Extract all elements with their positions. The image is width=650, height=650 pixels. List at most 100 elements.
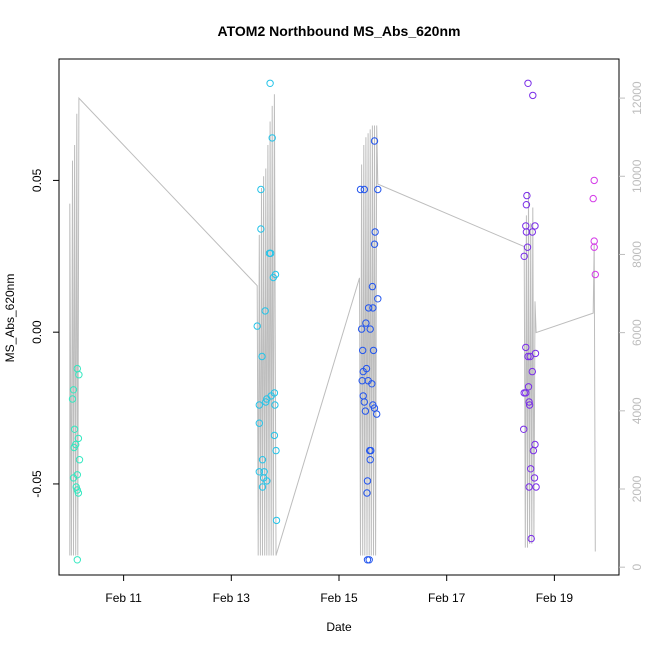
data-point xyxy=(524,79,532,88)
data-point xyxy=(266,249,275,258)
scatter-points-layer xyxy=(68,79,599,564)
data-point xyxy=(520,425,528,433)
data-point xyxy=(531,222,539,230)
data-point xyxy=(68,395,77,403)
x-tick-label: Feb 13 xyxy=(213,591,251,605)
data-point xyxy=(364,304,373,312)
data-point xyxy=(75,456,84,464)
data-point xyxy=(356,185,365,194)
data-point xyxy=(523,191,531,200)
y2-tick-label: 4000 xyxy=(630,397,644,424)
data-point xyxy=(371,228,379,236)
y2-tick-label: 0 xyxy=(630,564,644,571)
data-point xyxy=(255,401,263,409)
data-point xyxy=(531,440,539,449)
data-point xyxy=(269,273,277,282)
data-point xyxy=(258,483,267,491)
data-point xyxy=(532,483,540,491)
data-point xyxy=(590,176,598,185)
y2-tick-label: 8000 xyxy=(630,241,644,268)
data-point xyxy=(520,252,528,260)
data-point xyxy=(527,465,535,473)
data-point xyxy=(524,383,533,391)
y2-axis: 0 2000 4000 6000 8000 10000 12000 xyxy=(619,81,644,571)
y-tick-label: -0.05 xyxy=(30,470,44,498)
secondary-line-layer xyxy=(69,94,596,556)
data-point xyxy=(263,477,271,485)
data-point xyxy=(360,185,368,194)
data-point xyxy=(357,325,366,333)
data-point xyxy=(73,556,82,564)
data-point xyxy=(262,398,270,406)
x-tick-label: Feb 15 xyxy=(320,591,358,605)
data-point xyxy=(69,474,78,482)
data-point xyxy=(525,401,534,409)
data-point xyxy=(527,534,535,543)
data-point xyxy=(525,398,533,406)
data-point xyxy=(360,398,368,406)
data-point xyxy=(272,516,281,525)
data-point xyxy=(257,225,265,233)
data-point xyxy=(526,352,534,361)
data-point xyxy=(74,434,83,443)
data-point xyxy=(69,386,78,394)
data-point xyxy=(368,380,376,388)
data-point xyxy=(591,270,599,279)
data-point xyxy=(589,194,597,203)
data-point xyxy=(374,295,382,303)
data-point xyxy=(258,352,266,361)
x-tick-label: Feb 17 xyxy=(428,591,466,605)
data-point xyxy=(266,79,274,88)
x-axis: Feb 11 Feb 13 Feb 15 Feb 17 Feb 19 xyxy=(105,575,573,605)
data-point xyxy=(522,228,531,236)
chart-title: ATOM2 Northbound MS_Abs_620nm xyxy=(218,23,461,39)
data-point xyxy=(261,307,269,315)
data-point xyxy=(253,322,261,330)
data-point xyxy=(369,304,377,312)
y-tick-label: 0.00 xyxy=(30,320,44,344)
y2-tick-label: 2000 xyxy=(630,475,644,502)
data-point xyxy=(70,425,79,433)
data-point xyxy=(74,489,83,497)
data-point xyxy=(361,407,370,415)
data-point xyxy=(524,352,532,361)
y2-tick-label: 6000 xyxy=(630,319,644,346)
y-tick-label: 0.05 xyxy=(30,168,44,192)
y2-tick-label: 10000 xyxy=(630,159,644,193)
data-point xyxy=(370,240,379,248)
data-point xyxy=(270,431,279,440)
data-point xyxy=(70,443,78,452)
data-point xyxy=(365,556,373,564)
data-point xyxy=(366,325,374,333)
data-point xyxy=(359,367,367,376)
data-point xyxy=(366,456,374,464)
data-point xyxy=(523,243,532,251)
y-axis: -0.05 0.00 0.05 xyxy=(30,168,59,498)
data-point xyxy=(255,419,263,427)
data-point xyxy=(272,446,280,455)
x-axis-label: Date xyxy=(326,620,352,634)
data-point xyxy=(268,134,276,142)
y-axis-label: MS_Abs_620nm xyxy=(3,274,17,363)
data-point xyxy=(530,474,539,482)
data-point xyxy=(367,446,375,455)
data-point xyxy=(263,395,271,403)
data-point xyxy=(362,319,370,327)
data-point xyxy=(522,343,530,352)
data-point xyxy=(373,410,381,418)
data-point xyxy=(374,185,382,194)
data-point xyxy=(529,91,537,100)
data-point xyxy=(528,367,536,376)
data-point xyxy=(257,185,265,194)
data-point xyxy=(258,456,267,464)
data-point xyxy=(522,201,531,209)
x-tick-label: Feb 11 xyxy=(105,591,142,605)
data-point xyxy=(522,389,530,397)
data-point xyxy=(528,228,536,236)
data-point xyxy=(359,346,367,355)
data-point xyxy=(531,349,540,358)
data-point xyxy=(525,483,533,491)
data-point xyxy=(368,282,377,291)
data-point xyxy=(363,477,372,485)
x-tick-label: Feb 19 xyxy=(536,591,574,605)
